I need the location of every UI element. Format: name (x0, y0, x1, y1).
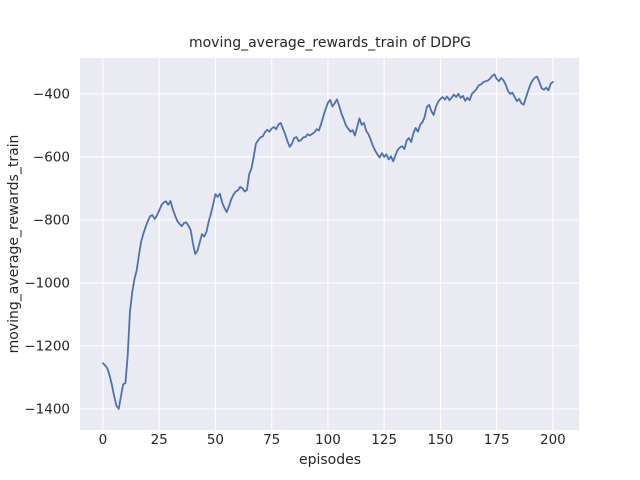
y-tick-label: −1400 (24, 401, 70, 417)
y-tick-label: −800 (33, 212, 70, 228)
plot-area (80, 58, 579, 430)
y-tick-label: −400 (33, 86, 70, 102)
y-tick-label: −600 (33, 149, 70, 165)
x-tick-label: 175 (484, 432, 510, 448)
x-axis-label: episodes (299, 452, 361, 468)
chart-title: moving_average_rewards_train of DDPG (189, 35, 471, 51)
x-tick-label: 150 (428, 432, 454, 448)
series-line-moving-average-rewards (102, 73, 554, 410)
x-tick-label: 100 (315, 432, 341, 448)
y-axis-tick-labels: −400 −600 −800 −1000 −1200 −1400 (24, 86, 70, 417)
x-tick-label: 0 (99, 432, 108, 448)
x-axis-tick-labels: 0 25 50 75 100 125 150 175 200 (99, 432, 566, 448)
x-tick-label: 200 (540, 432, 566, 448)
x-tick-label: 25 (151, 432, 168, 448)
y-tick-label: −1200 (24, 338, 70, 354)
x-tick-label: 75 (263, 432, 280, 448)
y-axis-label: moving_average_rewards_train (6, 135, 22, 354)
x-tick-label: 125 (371, 432, 397, 448)
gridlines (80, 58, 579, 430)
x-tick-label: 50 (207, 432, 224, 448)
y-tick-label: −1000 (24, 275, 70, 291)
